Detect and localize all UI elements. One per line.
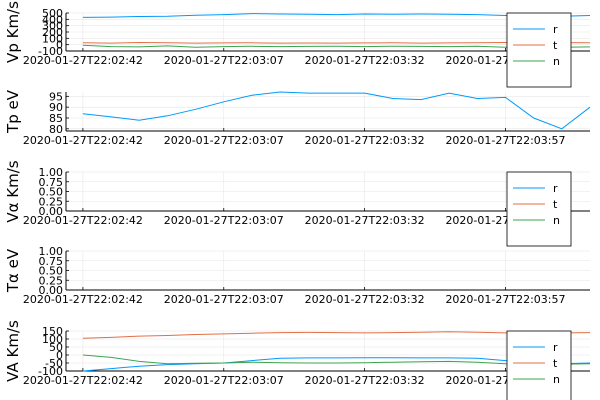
legend-label-t: t [553, 357, 558, 370]
y-tick-label: -50 [45, 357, 63, 370]
y-tick-label: 50 [49, 341, 63, 354]
y-tick-label: 1.00 [39, 245, 64, 258]
legend-label-t: t [553, 198, 558, 211]
y-tick-label: 0.25 [39, 274, 64, 287]
legend-box [506, 171, 572, 247]
y-axis-label: Vp Km/s [4, 1, 22, 63]
y-tick-label: 200 [42, 26, 63, 39]
legend-box [506, 12, 572, 88]
series-line-tp [82, 91, 591, 130]
legend-label-r: r [553, 23, 558, 36]
series-line-n [82, 354, 591, 366]
y-tick-label: 0.25 [39, 195, 64, 208]
panel-4: 0.000.250.500.751.00 2020-01-27T22:02:42 2… [4, 245, 590, 306]
series-line-r [82, 357, 591, 372]
legend: rtn [506, 12, 572, 88]
y-tick-label: 0 [56, 39, 63, 52]
series-line-t [82, 41, 591, 44]
x-tick-label: 2020-01-27T22:03:57 [445, 134, 565, 147]
y-tick-label: 0.00 [39, 284, 64, 297]
legend-box [506, 330, 572, 400]
y-tick-label: 100 [42, 333, 63, 346]
legend-label-t: t [553, 39, 558, 52]
y-tick-label: 500 [42, 7, 63, 20]
y-tick-label: 80 [49, 123, 63, 136]
legend-label-n: n [553, 373, 560, 386]
legend-label-r: r [553, 182, 558, 195]
x-tick-label: 2020-01-27T22:03:07 [164, 54, 284, 67]
x-tick-label: 2020-01-27T22:03:07 [164, 374, 284, 387]
panel-3: 0.000.250.500.751.00 2020-01-27T22:02:42 2… [4, 160, 590, 247]
y-axis-label: Tα eV [4, 248, 22, 293]
x-tick-label: 2020-01-27T22:03:32 [305, 54, 425, 67]
x-tick-label: 2020-01-27T22:02:42 [23, 54, 143, 67]
y-tick-label: 0.50 [39, 265, 64, 278]
x-tick-label: 2020-01-27T22:03:32 [305, 293, 425, 306]
y-tick-label: 0.50 [39, 186, 64, 199]
y-tick-label: 90 [49, 101, 63, 114]
x-tick-label: 2020-01-27T22:03:32 [305, 134, 425, 147]
x-tick-label: 2020-01-27T22:02:42 [23, 214, 143, 227]
y-tick-label: 0.00 [39, 205, 64, 218]
y-tick-label: 0 [56, 349, 63, 362]
y-tick-label: 100 [42, 32, 63, 45]
legend-label-n: n [553, 55, 560, 68]
x-tick-label: 2020-01-27T22:03:07 [164, 293, 284, 306]
series-line-t [82, 331, 591, 339]
y-tick-label: 85 [49, 112, 63, 125]
x-tick-label: 2020-01-27T22:03:32 [305, 374, 425, 387]
y-axis-label: Vα Km/s [4, 160, 22, 222]
x-tick-label: 2020-01-27T22:02:42 [23, 374, 143, 387]
x-tick-label: 2020-01-27T22:03:32 [305, 214, 425, 227]
series-line-n [82, 44, 591, 49]
x-tick-label: 2020-01-27T22:03:07 [164, 214, 284, 227]
legend-label-r: r [553, 341, 558, 354]
y-tick-label: 150 [42, 325, 63, 338]
x-tick-label: 2020-01-27T22:03:57 [445, 293, 565, 306]
series-line-r [82, 13, 591, 18]
y-tick-label: -100 [38, 365, 63, 378]
x-tick-label: 2020-01-27T22:02:42 [23, 293, 143, 306]
x-tick-label: 2020-01-27T22:02:42 [23, 134, 143, 147]
x-tick-label: 2020-01-27T22:03:07 [164, 134, 284, 147]
y-tick-label: 95 [49, 90, 63, 103]
legend-label-n: n [553, 214, 560, 227]
y-axis-label: VA Km/s [4, 320, 22, 382]
y-tick-label: 400 [42, 13, 63, 26]
y-tick-label: -100 [38, 45, 63, 58]
y-tick-label: 0.75 [39, 255, 64, 268]
legend: rtn [506, 330, 572, 400]
y-tick-label: 300 [42, 20, 63, 33]
y-axis-label: Tp eV [4, 89, 22, 134]
legend: rtn [506, 171, 572, 247]
y-tick-label: 1.00 [39, 166, 64, 179]
y-tick-label: 0.75 [39, 176, 64, 189]
